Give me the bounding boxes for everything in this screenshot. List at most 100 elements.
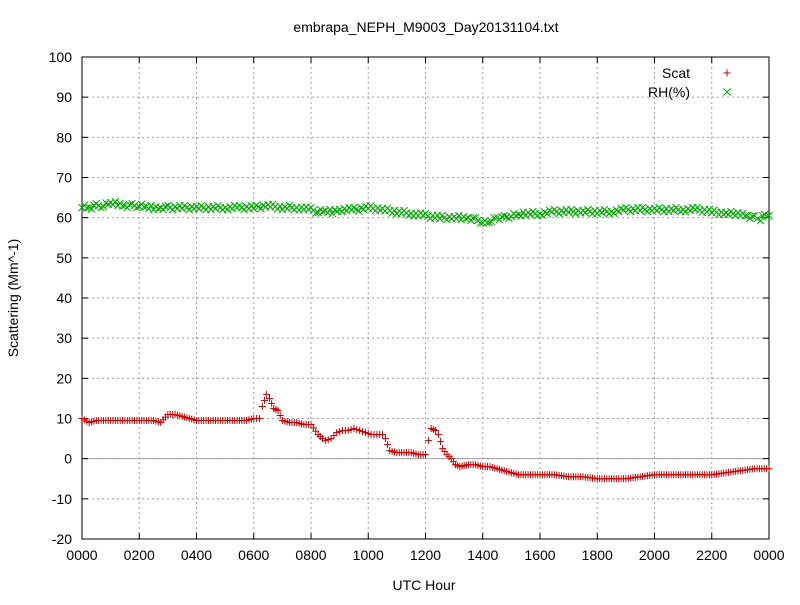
data-point (500, 211, 509, 220)
data-point (514, 210, 523, 219)
x-tick-label: 0800 (295, 547, 326, 563)
x-axis-label: UTC Hour (392, 577, 455, 593)
axes: embrapa_NEPH_M9003_Day20131104.txt UTC H… (5, 19, 785, 593)
chart-title: embrapa_NEPH_M9003_Day20131104.txt (293, 19, 558, 35)
plot-frame (81, 56, 770, 540)
data-point (353, 426, 361, 434)
y-tick-label: 70 (56, 170, 72, 186)
data-point (249, 204, 258, 213)
data-point (255, 415, 263, 422)
data-point (82, 204, 91, 212)
data-point (437, 438, 445, 446)
data-point (762, 212, 771, 221)
y-tick-label: -20 (52, 531, 72, 547)
series-scat (78, 390, 773, 483)
series-rh (78, 197, 773, 227)
y-tick-label: 20 (56, 370, 72, 386)
data-point (330, 432, 338, 440)
data-point (361, 429, 369, 437)
x-tick-label: 1200 (410, 547, 441, 563)
data-point (462, 214, 470, 223)
y-tick-label: 30 (56, 330, 72, 346)
legend-label: RH(%) (648, 84, 690, 100)
data-point (359, 428, 367, 436)
x-tick-label: 0600 (238, 547, 269, 563)
y-tick-label: 80 (56, 129, 72, 145)
data-point (265, 394, 273, 402)
data-point (319, 207, 327, 216)
data-point (610, 209, 618, 218)
y-tick-label: 40 (56, 290, 72, 306)
data-point (311, 209, 320, 217)
data-point (140, 203, 148, 211)
data-point (434, 431, 442, 439)
data-point (257, 204, 265, 213)
y-tick-label: 60 (56, 210, 72, 226)
data-point (364, 430, 372, 438)
data-point (147, 201, 156, 210)
series (78, 197, 773, 483)
data-point (133, 203, 141, 212)
y-tick-label: 90 (56, 89, 72, 105)
data-point (154, 204, 163, 213)
data-point (356, 427, 364, 435)
data-point (324, 436, 332, 444)
data-point (328, 209, 337, 218)
data-point (258, 402, 266, 410)
y-tick-label: 0 (64, 451, 72, 467)
data-point (252, 201, 260, 210)
data-point (756, 216, 765, 225)
data-point (85, 203, 94, 212)
data-point (344, 427, 352, 435)
data-point (741, 212, 749, 220)
x-tick-label: 2000 (639, 547, 670, 563)
legend-marker (723, 69, 731, 77)
x-tick-label: 0000 (66, 547, 97, 563)
legend-label: Scat (662, 65, 690, 81)
data-point (333, 429, 341, 437)
data-point (424, 437, 432, 445)
data-point (765, 465, 773, 473)
data-point (350, 203, 358, 212)
x-tick-label: 1600 (524, 547, 555, 563)
data-point (381, 435, 389, 443)
data-point (327, 435, 335, 443)
data-point (118, 202, 127, 210)
data-point (321, 437, 329, 445)
data-point (384, 441, 392, 449)
data-point (487, 217, 496, 226)
y-tick-label: 50 (56, 250, 72, 266)
y-tick-label: 100 (49, 49, 73, 65)
x-tick-label: 2200 (696, 547, 727, 563)
data-point (432, 427, 440, 435)
x-tick-label: 1400 (467, 547, 498, 563)
data-point (476, 219, 485, 227)
data-point (274, 406, 282, 414)
data-point (455, 211, 463, 220)
data-point (422, 451, 429, 459)
y-tick-label: -10 (52, 491, 72, 507)
data-point (614, 207, 623, 216)
data-point (350, 425, 358, 433)
data-point (765, 211, 773, 220)
x-tick-label: 1000 (353, 547, 384, 563)
legend-marker (723, 88, 731, 96)
y-tick-label: 10 (56, 411, 72, 427)
data-point (304, 205, 313, 214)
data-point (125, 200, 134, 209)
x-tick-label: 1800 (582, 547, 613, 563)
data-point (263, 390, 271, 398)
x-tick-label: 0200 (124, 547, 155, 563)
data-point (111, 197, 120, 206)
data-point (276, 411, 284, 419)
data-point (543, 209, 552, 218)
data-point (161, 202, 170, 211)
grid (82, 57, 769, 539)
legend: Scat RH(%) (648, 65, 731, 100)
x-tick-label: 0400 (181, 547, 212, 563)
data-point (490, 213, 499, 222)
data-point (99, 202, 108, 211)
data-point (336, 428, 344, 436)
